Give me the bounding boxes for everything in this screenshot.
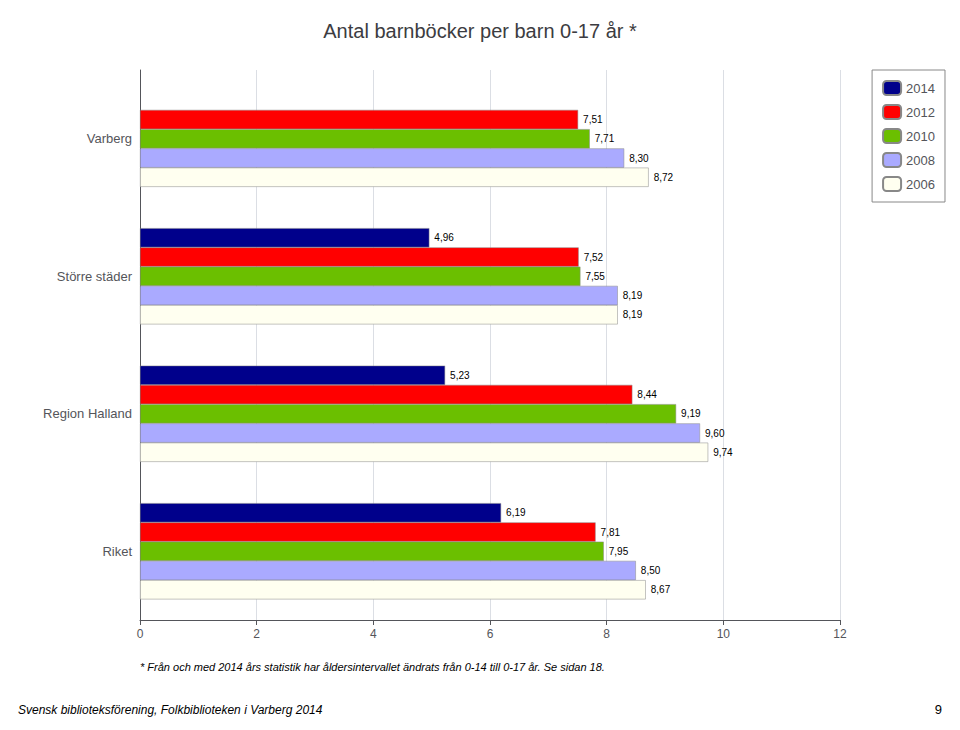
svg-text:7,71: 7,71 xyxy=(595,133,615,144)
svg-text:7,95: 7,95 xyxy=(609,546,629,557)
svg-text:8,19: 8,19 xyxy=(623,309,643,320)
svg-text:2014: 2014 xyxy=(906,81,935,96)
svg-text:7,81: 7,81 xyxy=(601,527,621,538)
svg-text:Svensk biblioteksförening, Fol: Svensk biblioteksförening, Folkbibliotek… xyxy=(18,703,323,717)
svg-text:2006: 2006 xyxy=(906,177,935,192)
svg-text:12: 12 xyxy=(833,627,847,641)
svg-text:8: 8 xyxy=(603,627,610,641)
svg-text:8,72: 8,72 xyxy=(654,172,674,183)
svg-text:9: 9 xyxy=(935,702,942,717)
svg-text:5,23: 5,23 xyxy=(450,370,470,381)
svg-text:6,19: 6,19 xyxy=(506,507,526,518)
svg-text:8,50: 8,50 xyxy=(641,565,661,576)
svg-text:9,60: 9,60 xyxy=(705,428,725,439)
svg-text:9,74: 9,74 xyxy=(713,447,733,458)
svg-text:Riket: Riket xyxy=(102,544,132,559)
svg-text:10: 10 xyxy=(717,627,731,641)
svg-text:7,55: 7,55 xyxy=(585,271,605,282)
svg-text:7,51: 7,51 xyxy=(583,114,603,125)
svg-text:2012: 2012 xyxy=(906,105,935,120)
svg-text:Antal barnböcker per barn 0-17: Antal barnböcker per barn 0-17 år * xyxy=(323,20,637,42)
svg-text:4,96: 4,96 xyxy=(434,232,454,243)
svg-text:7,52: 7,52 xyxy=(584,252,604,263)
svg-text:8,44: 8,44 xyxy=(637,389,657,400)
svg-text:8,67: 8,67 xyxy=(651,584,671,595)
svg-text:9,19: 9,19 xyxy=(681,408,701,419)
svg-text:2010: 2010 xyxy=(906,129,935,144)
svg-text:Varberg: Varberg xyxy=(87,131,132,146)
svg-text:8,30: 8,30 xyxy=(629,153,649,164)
svg-text:Region Halland: Region Halland xyxy=(43,406,132,421)
svg-text:6: 6 xyxy=(487,627,494,641)
svg-text:2: 2 xyxy=(253,627,260,641)
svg-text:8,19: 8,19 xyxy=(623,290,643,301)
svg-text:* Från och med 2014 års statis: * Från och med 2014 års statistik har ål… xyxy=(140,661,605,673)
svg-text:4: 4 xyxy=(370,627,377,641)
svg-text:Större städer: Större städer xyxy=(57,269,133,284)
svg-text:0: 0 xyxy=(137,627,144,641)
svg-text:2008: 2008 xyxy=(906,153,935,168)
